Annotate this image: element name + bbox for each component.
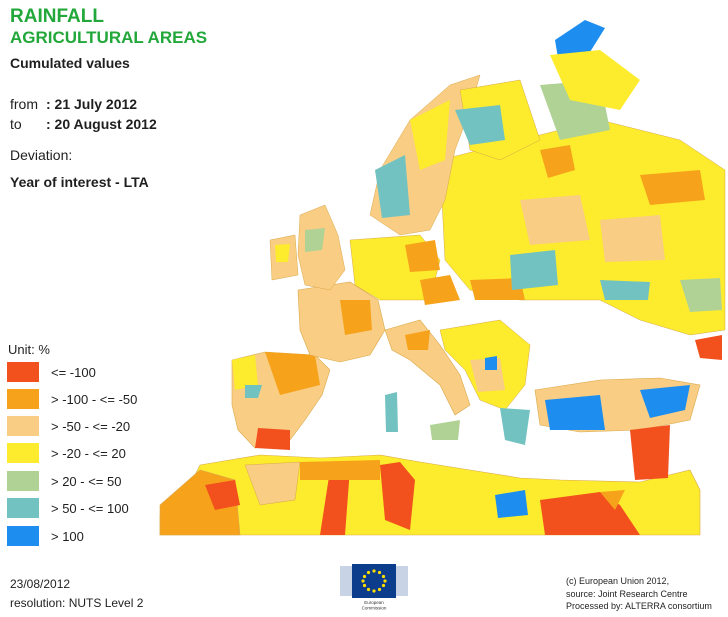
credit-line: source: Joint Research Centre bbox=[566, 588, 688, 599]
legend-label: > 50 - <= 100 bbox=[51, 500, 129, 516]
legend-item: > -20 - <= 20 bbox=[7, 443, 126, 463]
deviation-label: Deviation: bbox=[10, 147, 73, 163]
from-value: : 21 July 2012 bbox=[46, 96, 138, 112]
legend-item: > 50 - <= 100 bbox=[7, 498, 129, 518]
credit-line: Processed by: ALTERRA consortium bbox=[566, 601, 712, 611]
legend-swatch bbox=[7, 362, 39, 382]
credit-line: (c) European Union 2012, bbox=[566, 576, 670, 586]
legend-item: > 100 bbox=[7, 526, 84, 546]
map-region-italy bbox=[384, 319, 471, 416]
legend-item: > -50 - <= -20 bbox=[7, 416, 130, 436]
legend-swatch bbox=[7, 498, 39, 518]
legend-item: > -100 - <= -50 bbox=[7, 389, 137, 409]
legend-swatch bbox=[7, 526, 39, 546]
european-commission-logo: European Commission bbox=[340, 562, 408, 612]
map-credits: (c) European Union 2012, source: Joint R… bbox=[566, 575, 712, 613]
legend-swatch bbox=[7, 471, 39, 491]
map-date: 23/08/2012 bbox=[10, 577, 71, 591]
legend-label: > -50 - <= -20 bbox=[51, 418, 131, 434]
to-value: : 20 August 2012 bbox=[46, 116, 157, 132]
map-subtitle: Cumulated values bbox=[10, 55, 130, 71]
from-key: from bbox=[10, 96, 38, 112]
legend-label: > 20 - <= 50 bbox=[51, 473, 122, 489]
map-title-rainfall: RAINFALL bbox=[10, 6, 104, 27]
legend-item: > 20 - <= 50 bbox=[7, 471, 121, 491]
legend-swatch bbox=[7, 443, 39, 463]
europe-rainfall-map bbox=[159, 20, 726, 536]
legend-label: <= -100 bbox=[51, 364, 96, 380]
legend-unit: Unit: % bbox=[8, 342, 50, 357]
ec-logo-line1: European bbox=[364, 600, 384, 605]
eu-flag-icon: European Commission bbox=[340, 564, 408, 611]
map-resolution: resolution: NUTS Level 2 bbox=[10, 596, 144, 610]
period-from: from : 21 July 2012 bbox=[10, 96, 137, 112]
to-key: to bbox=[10, 116, 22, 132]
legend-label: > -100 - <= -50 bbox=[51, 391, 138, 407]
legend-item: <= -100 bbox=[7, 362, 96, 382]
map-title-agricultural-areas: AGRICULTURAL AREAS bbox=[10, 28, 208, 47]
year-of-interest-label: Year of interest - LTA bbox=[10, 174, 149, 190]
period-to: to : 20 August 2012 bbox=[10, 116, 157, 132]
ec-logo-line2: Commission bbox=[362, 606, 387, 611]
legend-label: > 100 bbox=[51, 528, 84, 544]
legend-label: > -20 - <= 20 bbox=[51, 445, 126, 461]
legend-swatch bbox=[7, 389, 39, 409]
legend-swatch bbox=[7, 416, 39, 436]
